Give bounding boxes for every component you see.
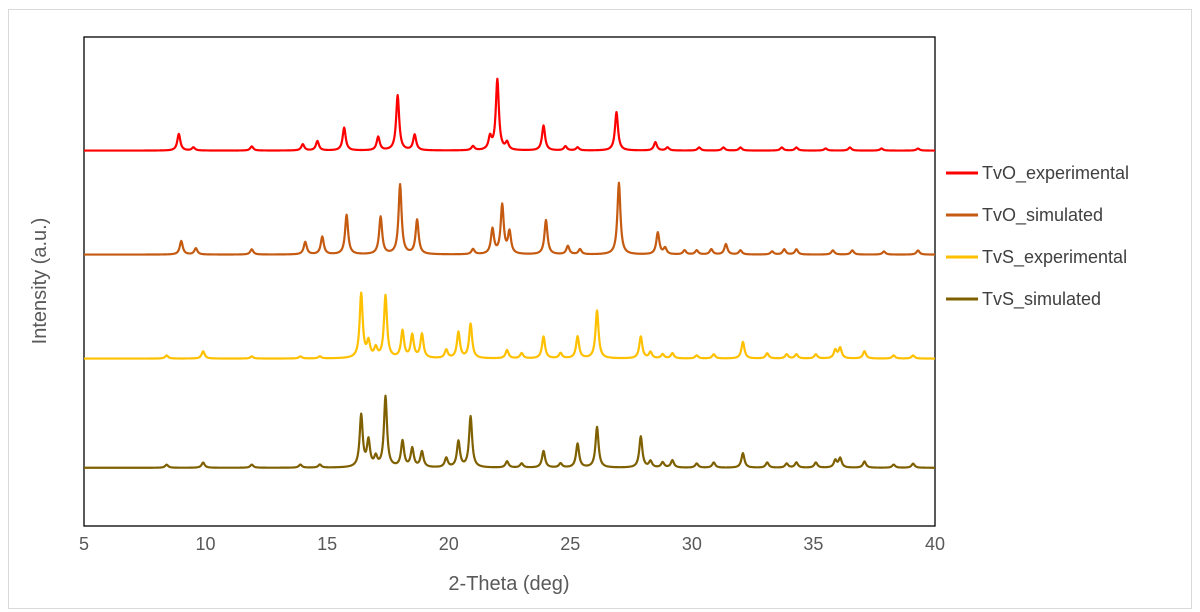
series-line-tvo-simulated	[83, 181, 936, 256]
x-tick-label: 10	[196, 534, 216, 554]
y-axis-title: Intensity (a.u.)	[29, 218, 51, 345]
x-tick-label: 25	[560, 534, 580, 554]
series-line-tvs-experimental	[83, 291, 936, 360]
legend-label: TvS_simulated	[982, 289, 1101, 310]
x-tick-label: 35	[803, 534, 823, 554]
x-axis-title: 2-Theta (deg)	[448, 573, 569, 595]
x-tick-label: 30	[682, 534, 702, 554]
legend-label: TvO_experimental	[982, 163, 1129, 184]
legend: TvO_experimental TvO_simulated TvS_experim…	[946, 163, 1129, 310]
legend-label: TvS_experimental	[982, 247, 1127, 268]
series-layer	[83, 77, 936, 469]
xrd-chart: 5 10 15 20 25 30 35 40 2-Theta (deg) Intensity …	[29, 36, 1129, 595]
legend-label: TvO_simulated	[982, 205, 1103, 226]
x-tick-label: 15	[317, 534, 337, 554]
x-tick-label: 40	[925, 534, 945, 554]
series-line-tvs-simulated	[83, 394, 936, 469]
chart-frame: 5 10 15 20 25 30 35 40 2-Theta (deg) Intensity …	[8, 9, 1192, 609]
x-tick-label: 5	[79, 534, 89, 554]
x-tick-labels: 5 10 15 20 25 30 35 40	[79, 534, 945, 554]
plot-area	[83, 36, 936, 527]
x-tick-label: 20	[439, 534, 459, 554]
series-line-tvo-experimental	[83, 77, 936, 152]
